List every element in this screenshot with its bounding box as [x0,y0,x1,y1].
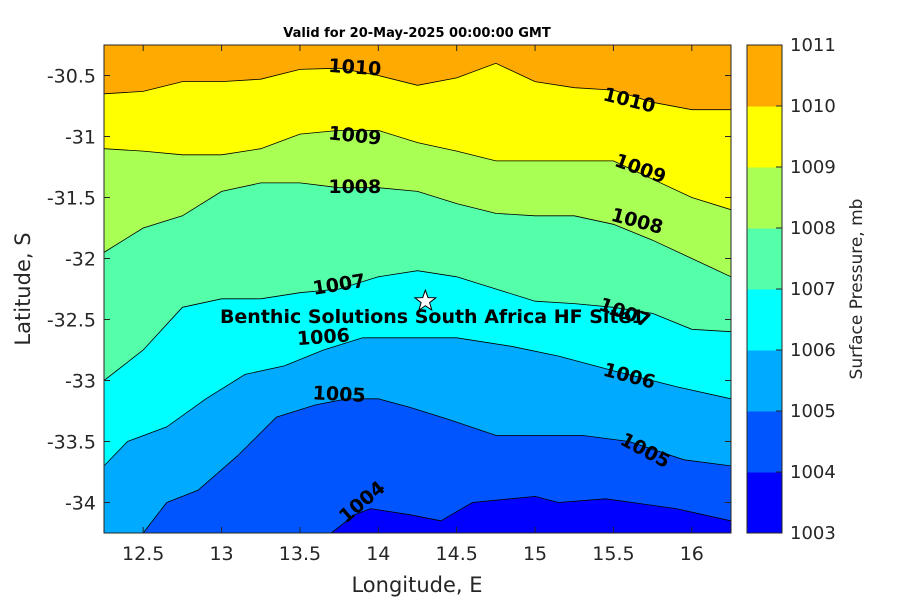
y-tick-label: -34 [65,493,96,515]
x-tick-label: 16 [680,543,704,565]
contour-line-1010 [104,62,731,111]
x-tick-label: 15 [523,543,547,565]
colorbar-label: Surface Pressure, mb [847,199,867,380]
contour-line-1004 [331,508,442,533]
site-label: Benthic Solutions South Africa HF Site1 [220,306,645,328]
contour-lines [104,62,731,533]
site-star-icon [413,288,438,312]
colorbar-tick-label: 1005 [790,401,836,422]
contour-fills [104,45,731,533]
colorbar-segment [747,289,782,351]
x-axis-ticks: 12.5 13 13.5 14 14.5 15 15.5 16 [122,45,704,565]
y-tick-label: -31.5 [47,188,96,210]
y-tick-label: -31 [65,127,96,149]
x-tick-label: 13 [209,543,233,565]
colorbar-tick-label: 1006 [790,340,836,361]
band-1003 [441,496,731,533]
colorbar-tick-label: 1007 [790,279,836,300]
colorbar-segment [747,167,782,229]
contour-line-1005 [142,398,731,533]
contour-line-1004 [440,495,731,522]
x-tick-label: 14.5 [436,543,478,565]
band-1010 [104,45,731,110]
plot-frame [103,44,732,534]
colorbar-tick-label: 1010 [790,96,836,117]
y-tick-label: -33.5 [47,432,96,454]
chart-title: Valid for 20-May-2025 00:00:00 GMT [283,26,551,41]
contour-label-1008: 1008 [328,176,381,198]
colorbar-tick-label: 1003 [790,523,836,544]
y-tick-label: -32.5 [47,310,96,332]
contour-line-1007 [104,270,731,381]
colorbar-segment [747,472,782,534]
y-tick-label: -30.5 [47,66,96,88]
site-marker [413,288,438,312]
colorbar-tick-label: 1011 [790,35,836,56]
y-axis-label: Latitude, S [11,232,35,345]
colorbar-tick-label: 1004 [790,462,836,483]
band-1004 [143,398,731,533]
contour-line-1009 [104,129,731,211]
x-tick-label: 14 [366,543,390,565]
x-tick-label: 13.5 [279,543,321,565]
y-tick-label: -32 [65,249,96,271]
contour-label-1006: 1006 [296,324,350,350]
y-tick-label: -33 [65,371,96,393]
plot-area [104,45,731,533]
colorbar-segment [747,411,782,473]
colorbar-segment [747,350,782,412]
y-axis-ticks: -30.5 -31 -31.5 -32 -32.5 -33 -33.5 -34 [47,66,731,515]
contour-label-1005: 1005 [312,382,366,407]
colorbar: 1003 1004 1005 1006 1007 1008 1009 1010 1011 [746,35,836,544]
contour-label-1010: 1010 [328,55,382,81]
colorbar-segment [747,106,782,168]
contour-label-1009: 1009 [327,122,382,149]
colorbar-segment [747,45,782,107]
contour-line-1006 [104,337,731,467]
x-tick-label: 12.5 [122,543,164,565]
x-tick-label: 15.5 [592,543,634,565]
colorbar-tick-label: 1008 [790,218,836,239]
colorbar-tick-label: 1009 [790,157,836,178]
contour-line-1008 [104,182,731,278]
x-axis-label: Longitude, E [351,573,482,597]
band-1003 [331,508,441,533]
colorbar-segment [747,228,782,290]
